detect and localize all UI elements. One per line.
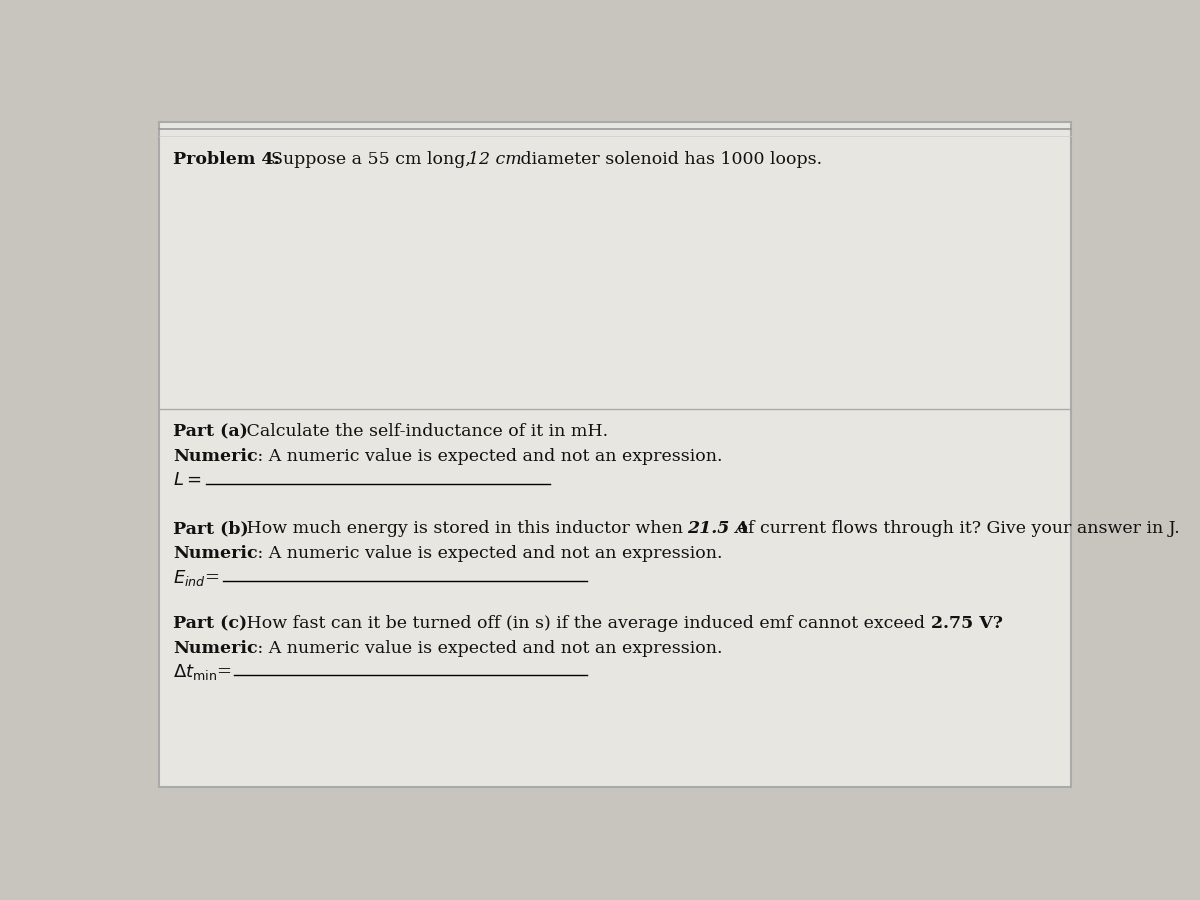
Text: How much energy is stored in this inductor when: How much energy is stored in this induct… [241, 520, 689, 537]
Text: 2.75 V?: 2.75 V? [931, 616, 1003, 633]
Text: Problem 4:: Problem 4: [173, 151, 281, 168]
Text: diameter solenoid has 1000 loops.: diameter solenoid has 1000 loops. [515, 151, 822, 168]
Text: Part (b): Part (b) [173, 520, 248, 537]
Text: : A numeric value is expected and not an expression.: : A numeric value is expected and not an… [241, 447, 722, 464]
Text: Part (c): Part (c) [173, 616, 247, 633]
Text: How fast can it be turned off (in s) if the average induced emf cannot exceed: How fast can it be turned off (in s) if … [241, 616, 931, 633]
Text: : A numeric value is expected and not an expression.: : A numeric value is expected and not an… [241, 640, 722, 656]
Text: $E_{ind}$=: $E_{ind}$= [173, 568, 220, 589]
FancyBboxPatch shape [160, 122, 1070, 788]
Text: Numeric: Numeric [173, 640, 258, 656]
Text: Numeric: Numeric [173, 544, 258, 562]
Text: : A numeric value is expected and not an expression.: : A numeric value is expected and not an… [241, 544, 722, 562]
Text: 12 cm: 12 cm [468, 151, 522, 168]
Text: Numeric: Numeric [173, 447, 258, 464]
Text: 21.5 A: 21.5 A [688, 520, 750, 537]
Text: Part (a): Part (a) [173, 423, 248, 440]
Text: $\Delta t_{\rm min}$=: $\Delta t_{\rm min}$= [173, 662, 232, 682]
Text: Suppose a 55 cm long,: Suppose a 55 cm long, [259, 151, 476, 168]
Text: $L =$: $L =$ [173, 471, 202, 489]
Text: Calculate the self-inductance of it in mH.: Calculate the self-inductance of it in m… [241, 423, 608, 440]
Text: of current flows through it? Give your answer in J.: of current flows through it? Give your a… [732, 520, 1180, 537]
